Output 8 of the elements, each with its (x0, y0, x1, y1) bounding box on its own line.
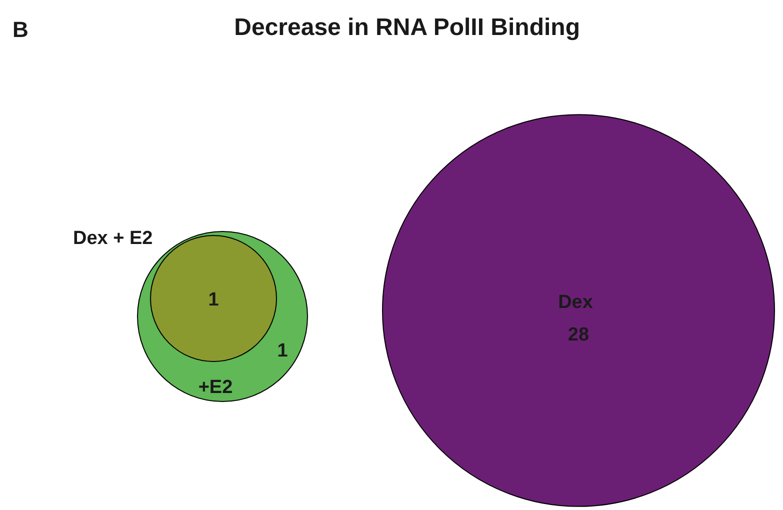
data-label: 28 (568, 324, 590, 346)
text: Decrease in RNA PolII Binding (234, 14, 580, 41)
category-label: Dex + E2 (72, 228, 153, 249)
data-label: 1 (208, 290, 220, 310)
category-label: Dex (558, 292, 594, 313)
text: B (12, 17, 28, 42)
data-label: 1 (277, 340, 288, 362)
category-label: +E2 (198, 377, 233, 398)
